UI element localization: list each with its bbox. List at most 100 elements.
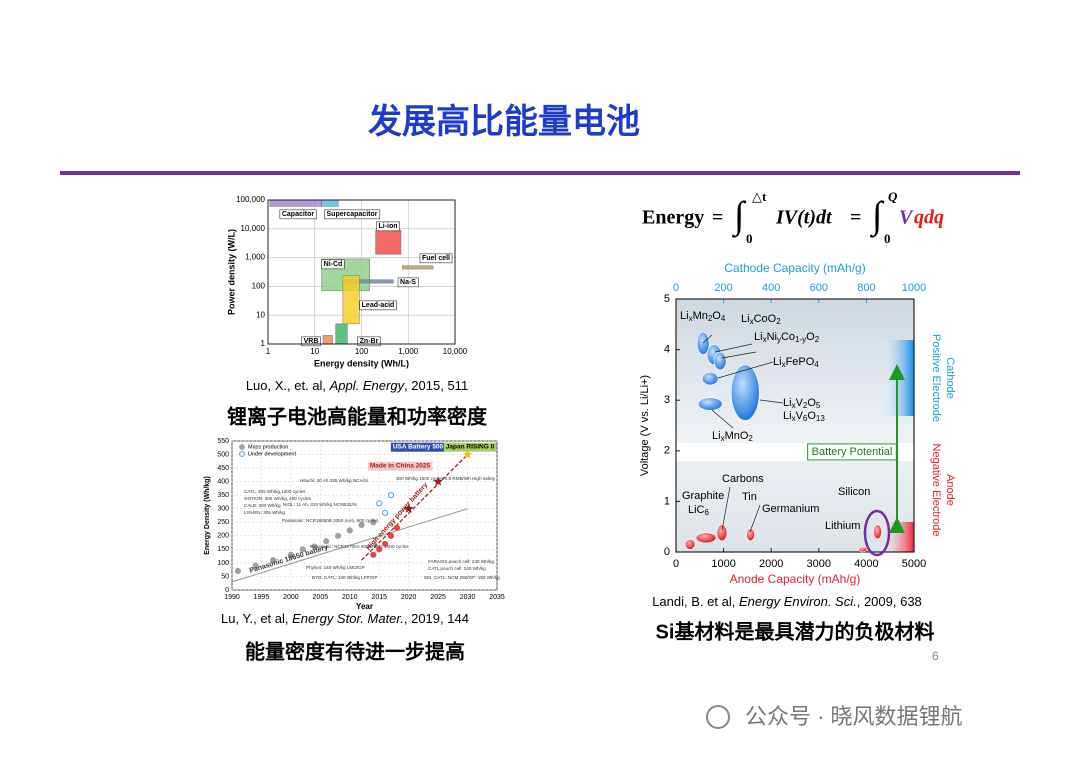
material-ellipse (730, 364, 760, 421)
data-point (358, 521, 365, 529)
data-point (270, 557, 277, 564)
y-tick-label: 350 (217, 492, 229, 499)
x-tick-label: 10,000 (443, 347, 468, 356)
x-tick-label: 1,000 (398, 347, 419, 356)
y-tick-label: 1 (261, 339, 266, 348)
label-part: 1-y (795, 335, 806, 344)
data-point (382, 509, 389, 516)
plot-area (676, 299, 914, 552)
region-label: Ni-Cd (324, 261, 343, 268)
eq-text: IV(t)dt (775, 207, 833, 229)
material-label: Carbons (722, 473, 764, 485)
target-box-label: Made in China 2025 (370, 463, 431, 470)
label-part: O (807, 397, 816, 409)
x2-tick-label: 600 (810, 282, 828, 294)
label-part: x (792, 414, 796, 423)
annotation: Panasonic: NCR21700A 5000 mAh, 1000 cycl… (310, 544, 409, 549)
annotation: CATL: 309 Wh/kg,1000 cycles (244, 489, 306, 494)
eq-limit: Q (888, 189, 898, 204)
data-point (311, 543, 318, 550)
label-box (301, 336, 321, 347)
x-tick-label: 2010 (342, 594, 358, 601)
eq-integral: ∫ (732, 195, 747, 239)
label-part: CoO (754, 313, 777, 325)
target-box (390, 442, 446, 452)
y-tick-label: 1 (664, 495, 670, 507)
x-tick-label: 2035 (489, 594, 505, 601)
material-label: Germanium (762, 503, 819, 515)
label-box (397, 277, 419, 288)
caption-rest: , 2019, 144 (404, 611, 469, 626)
legend-marker (239, 451, 245, 457)
label-part: x (782, 360, 786, 369)
caption-journal: Appl. Energy (329, 378, 406, 393)
highlight-ring (863, 509, 891, 557)
region-label: Lead-acid (362, 302, 395, 309)
material-ellipse (695, 532, 717, 544)
material-label: LixFePO4 (773, 356, 819, 369)
data-point (393, 524, 400, 531)
label-part: Li (712, 430, 721, 442)
material-label: Lithium (825, 520, 860, 532)
region-label: Supercapacitor (327, 211, 378, 218)
plot-frame (675, 298, 915, 553)
target-box-label: USA Battery 500 (393, 444, 444, 451)
y-tick-label: 0 (225, 587, 229, 594)
annotation: LISHEN: 305 Wh/kg (244, 510, 286, 515)
y-tick-label: 0 (664, 546, 670, 558)
eq-text: qdq (914, 207, 944, 229)
material-label: LixCoO2 (741, 313, 781, 326)
material-ellipse (696, 331, 710, 355)
x2-tick-label: 200 (714, 282, 732, 294)
eq-limit: △t (752, 189, 767, 204)
legend-label: Under development (248, 451, 296, 457)
label-part: 2 (748, 434, 753, 443)
x-tick-label: 2000 (283, 594, 299, 601)
electrode-label: Negative Electrode (930, 444, 942, 537)
material-label: LiC6 (688, 504, 710, 517)
data-point (287, 551, 294, 558)
x-tick-label: 1990 (224, 594, 240, 601)
label-part: x (721, 434, 725, 443)
label-part: Li (783, 397, 792, 409)
region-label: Capacitor (282, 211, 315, 218)
material-label: LixV2O5 (783, 397, 821, 410)
x-tick-label: 0 (673, 558, 679, 570)
eq-text: = (850, 207, 861, 229)
y-tick-label: 2 (664, 445, 670, 457)
annotation: SKI, CATL: NCM 250/GP: 160 Wh/kg (424, 575, 500, 580)
y-tick-label: 1,000 (245, 253, 266, 262)
trend-line (231, 508, 468, 583)
label-part: FePO (786, 356, 815, 368)
x-tick-label: 4000 (854, 558, 878, 570)
region (375, 229, 402, 255)
x-axis-title: Year (356, 602, 373, 611)
material-label: LixMn2O4 (680, 310, 726, 323)
label-box (359, 300, 397, 311)
region-label: Li-ion (378, 223, 397, 230)
label-box (357, 336, 381, 347)
electrode-label: Cathode (944, 357, 956, 399)
y-tick-label: 450 (217, 465, 229, 472)
leader-line (721, 351, 757, 359)
slide-title: 发展高比能量电池 (368, 103, 640, 141)
y-axis-title: Power density (W/L) (226, 229, 236, 315)
data-point (252, 562, 259, 569)
electrode-label: Anode (944, 474, 956, 506)
electrode-label: Positive Electrode (930, 334, 942, 422)
x2-tick-label: 1000 (902, 282, 926, 294)
y-axis-title: Energy Density (Wh/kg) (204, 476, 211, 555)
material-ellipse (697, 397, 723, 411)
label-part: O (806, 331, 815, 343)
plot-frame (267, 199, 456, 345)
target-box (443, 442, 497, 452)
caption-authors: Luo, X., et. al, (246, 378, 330, 393)
x-tick-label: 2030 (460, 594, 476, 601)
label-part: 13 (816, 414, 825, 423)
leader-line (721, 486, 731, 531)
material-ellipse (858, 546, 868, 553)
data-point (376, 546, 383, 553)
data-point (299, 546, 306, 553)
material-label: LixNiyCo1-yO2 (754, 331, 820, 344)
